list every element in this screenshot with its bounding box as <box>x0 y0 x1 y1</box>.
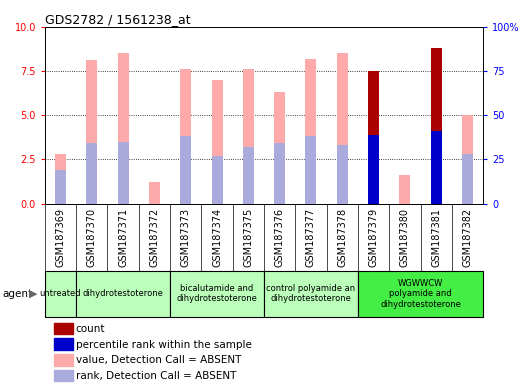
Text: control polyamide an
dihydrotestoterone: control polyamide an dihydrotestoterone <box>267 284 355 303</box>
Bar <box>243 147 254 204</box>
Bar <box>399 175 410 204</box>
Bar <box>212 156 222 204</box>
Bar <box>274 92 285 204</box>
Text: value, Detection Call = ABSENT: value, Detection Call = ABSENT <box>76 356 241 366</box>
Text: GDS2782 / 1561238_at: GDS2782 / 1561238_at <box>45 13 191 26</box>
Text: GSM187379: GSM187379 <box>369 208 379 266</box>
Text: count: count <box>76 324 105 334</box>
Text: ▶: ▶ <box>29 289 37 299</box>
Bar <box>368 71 379 204</box>
Bar <box>212 80 222 204</box>
Text: GSM187369: GSM187369 <box>55 208 65 266</box>
Text: dihydrotestoterone: dihydrotestoterone <box>83 289 164 298</box>
Text: GSM187375: GSM187375 <box>243 207 253 267</box>
Text: GSM187371: GSM187371 <box>118 208 128 266</box>
Text: percentile rank within the sample: percentile rank within the sample <box>76 340 251 350</box>
Text: GSM187372: GSM187372 <box>149 207 159 267</box>
Bar <box>76 271 170 317</box>
Text: agent: agent <box>3 289 33 299</box>
Bar <box>118 142 129 204</box>
Bar <box>337 145 348 204</box>
Bar <box>306 59 316 204</box>
Bar <box>358 271 483 317</box>
Text: GSM187382: GSM187382 <box>463 208 473 266</box>
Bar <box>274 144 285 204</box>
Bar <box>170 271 264 317</box>
Bar <box>87 60 97 204</box>
Bar <box>243 69 254 204</box>
Text: GSM187376: GSM187376 <box>275 208 285 266</box>
Bar <box>431 48 441 204</box>
Bar <box>306 136 316 204</box>
Text: untreated: untreated <box>40 289 81 298</box>
Bar <box>54 354 73 366</box>
Text: GSM187380: GSM187380 <box>400 208 410 266</box>
Bar <box>54 370 73 381</box>
Bar <box>45 271 76 317</box>
Bar <box>180 69 191 204</box>
Bar <box>55 170 66 204</box>
Text: GSM187370: GSM187370 <box>87 208 97 266</box>
Text: GSM187378: GSM187378 <box>337 208 347 266</box>
Bar <box>180 136 191 204</box>
Bar <box>337 53 348 204</box>
Text: GSM187377: GSM187377 <box>306 207 316 267</box>
Text: bicalutamide and
dihydrotestoterone: bicalutamide and dihydrotestoterone <box>176 284 258 303</box>
Bar <box>462 154 473 204</box>
Bar <box>54 323 73 334</box>
Text: GSM187373: GSM187373 <box>181 208 191 266</box>
Bar <box>118 53 129 204</box>
Bar <box>462 115 473 204</box>
Bar <box>431 131 441 204</box>
Bar <box>264 271 358 317</box>
Bar <box>54 338 73 350</box>
Bar <box>368 135 379 204</box>
Bar <box>55 154 66 204</box>
Text: WGWWCW
polyamide and
dihydrotestoterone: WGWWCW polyamide and dihydrotestoterone <box>380 279 461 309</box>
Text: rank, Detection Call = ABSENT: rank, Detection Call = ABSENT <box>76 371 236 381</box>
Text: GSM187374: GSM187374 <box>212 208 222 266</box>
Text: GSM187381: GSM187381 <box>431 208 441 266</box>
Bar <box>87 144 97 204</box>
Bar <box>149 182 160 204</box>
